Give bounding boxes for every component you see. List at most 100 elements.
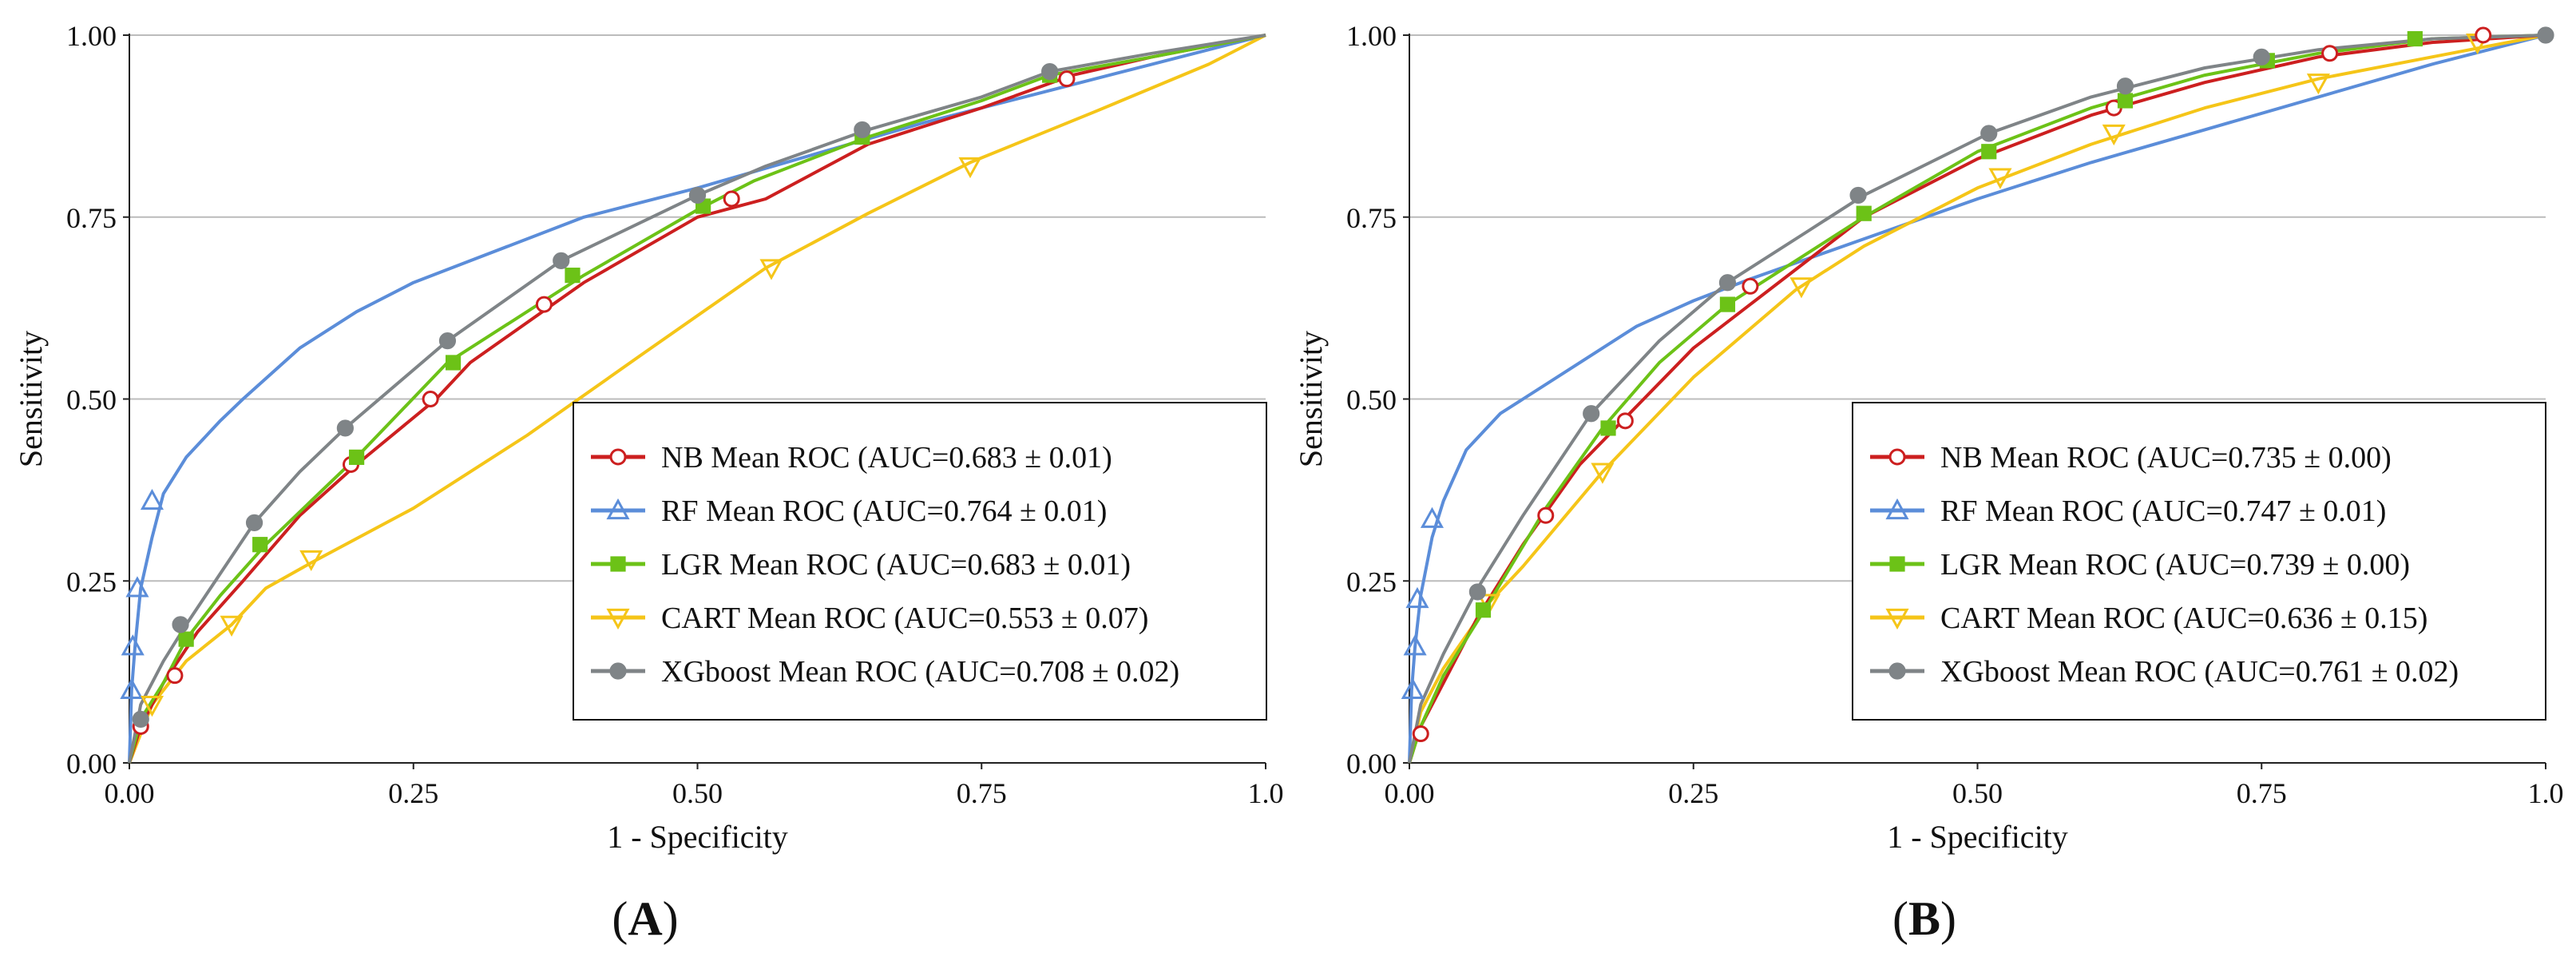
series-line-rf [128,34,1266,764]
marker-lgr [565,268,581,284]
marker-cart [1988,168,2012,189]
marker-rf [120,677,144,699]
x-tick-label: 0.75 [957,777,1007,809]
series-line-cart [1408,34,2546,764]
marker-nb [1742,277,1759,295]
marker-lgr [178,631,194,647]
marker-lgr [1475,602,1492,618]
marker-lgr [349,449,365,465]
marker-nb [2321,45,2339,62]
y-tick-label: 0.25 [66,566,117,598]
y-tick-label: 1.00 [66,20,117,52]
legend-label-cart: CART Mean ROC (AUC=0.636 ± 0.15) [1940,602,2427,635]
y-axis-label: Sensitivity [13,331,49,467]
marker-nb [166,667,184,685]
marker-lgr [2117,93,2134,109]
roc-panel-b: 0.00 0.25 0.50 0.75 1.0 0.00 0.25 0.50 0.75 1.00 1… [1293,20,2564,945]
marker-rf [1403,634,1427,656]
legend-label-rf: RF Mean ROC (AUC=0.747 ± 0.01) [1940,494,2386,528]
y-tick-label: 1.00 [1346,20,1397,52]
marker-rf [125,576,149,598]
legend-marker-rf [1885,498,1909,520]
legend-marker-cart [606,608,630,630]
legend-marker-rf [606,498,630,520]
marker-rf [1405,586,1429,609]
panel-label: (A) [612,892,678,945]
marker-xgboost [1849,186,1867,205]
marker-lgr [252,537,268,553]
y-tick-label: 0.00 [1346,748,1397,780]
marker-xgboost [336,419,354,437]
y-tick-label: 0.75 [66,202,117,234]
marker-nb [1537,506,1555,524]
y-tick-label: 0.50 [66,384,117,416]
marker-xgboost [2253,48,2270,66]
marker-xgboost [553,252,570,270]
marker-xgboost [854,121,871,139]
marker-xgboost [2537,26,2554,44]
marker-cart [140,696,164,717]
legend-label-xgboost: XGboost Mean ROC (AUC=0.761 ± 0.02) [1940,655,2459,689]
marker-xgboost [132,710,149,728]
marker-nb [535,296,553,313]
marker-cart [958,157,982,179]
marker-xgboost [1718,274,1737,292]
x-tick-label: 1.0 [2528,777,2564,809]
x-axis-label: 1 - Specificity [1887,819,2068,855]
legend-marker-nb [609,448,627,466]
marker-xgboost [1980,125,1998,142]
marker-xgboost [172,616,189,633]
x-tick-label: 0.25 [388,777,438,809]
x-tick-label: 0.00 [1385,777,1435,809]
marker-rf [140,488,164,510]
legend: NB Mean ROC (AUC=0.735 ± 0.00) RF Mean RO… [1852,402,2546,721]
legend-marker-nb [1888,448,1906,466]
marker-nb [723,190,740,208]
x-tick-label: 0.00 [105,777,155,809]
marker-xgboost [1468,583,1486,601]
legend-label-nb: NB Mean ROC (AUC=0.683 ± 0.01) [661,441,1112,475]
x-tick-label: 0.25 [1668,777,1718,809]
legend-label-xgboost: XGboost Mean ROC (AUC=0.708 ± 0.02) [661,655,1179,689]
legend-box [573,402,1267,721]
marker-lgr [1719,296,1736,312]
legend-marker-xgboost [609,662,627,680]
legend-marker-lgr [1889,556,1905,572]
x-tick-label: 0.50 [672,777,723,809]
marker-lgr [1600,420,1616,436]
series-line-rf [1408,34,2546,764]
marker-xgboost [245,514,264,531]
legend-label-rf: RF Mean ROC (AUC=0.764 ± 0.01) [661,494,1107,528]
marker-cart [759,259,783,280]
y-tick-label: 0.25 [1346,566,1397,598]
marker-cart [2102,124,2126,146]
x-tick-label: 0.50 [1952,777,2003,809]
y-tick-label: 0.75 [1346,202,1397,234]
marker-nb [1058,70,1076,88]
legend-label-lgr: LGR Mean ROC (AUC=0.739 ± 0.00) [1940,548,2410,582]
y-tick-label: 0.50 [1346,384,1397,416]
legend-box [1852,402,2546,721]
legend-label-lgr: LGR Mean ROC (AUC=0.683 ± 0.01) [661,548,1131,582]
marker-lgr [1856,205,1872,221]
legend-label-cart: CART Mean ROC (AUC=0.553 ± 0.07) [661,602,1148,635]
y-axis-label: Sensitivity [1293,331,1329,467]
x-tick-label: 0.75 [2237,777,2287,809]
roc-panel-a: 0.00 0.25 0.50 0.75 1.0 0.00 0.25 0.50 0.75 1.00 1… [13,20,1284,945]
marker-nb [422,391,439,407]
marker-nb [2475,26,2492,44]
marker-cart [299,550,323,572]
legend-marker-cart [1885,608,1909,630]
x-tick-label: 1.0 [1248,777,1284,809]
y-tick-label: 0.00 [66,748,117,780]
marker-lgr [445,355,462,371]
legend-label-nb: NB Mean ROC (AUC=0.735 ± 0.00) [1940,441,2392,475]
marker-lgr [1981,144,1997,160]
marker-cart [2306,73,2330,95]
marker-xgboost [1041,62,1059,81]
series-line-cart [128,34,1266,764]
marker-nb [1412,725,1429,743]
legend-marker-xgboost [1888,662,1906,680]
series-line-nb [128,34,1266,764]
